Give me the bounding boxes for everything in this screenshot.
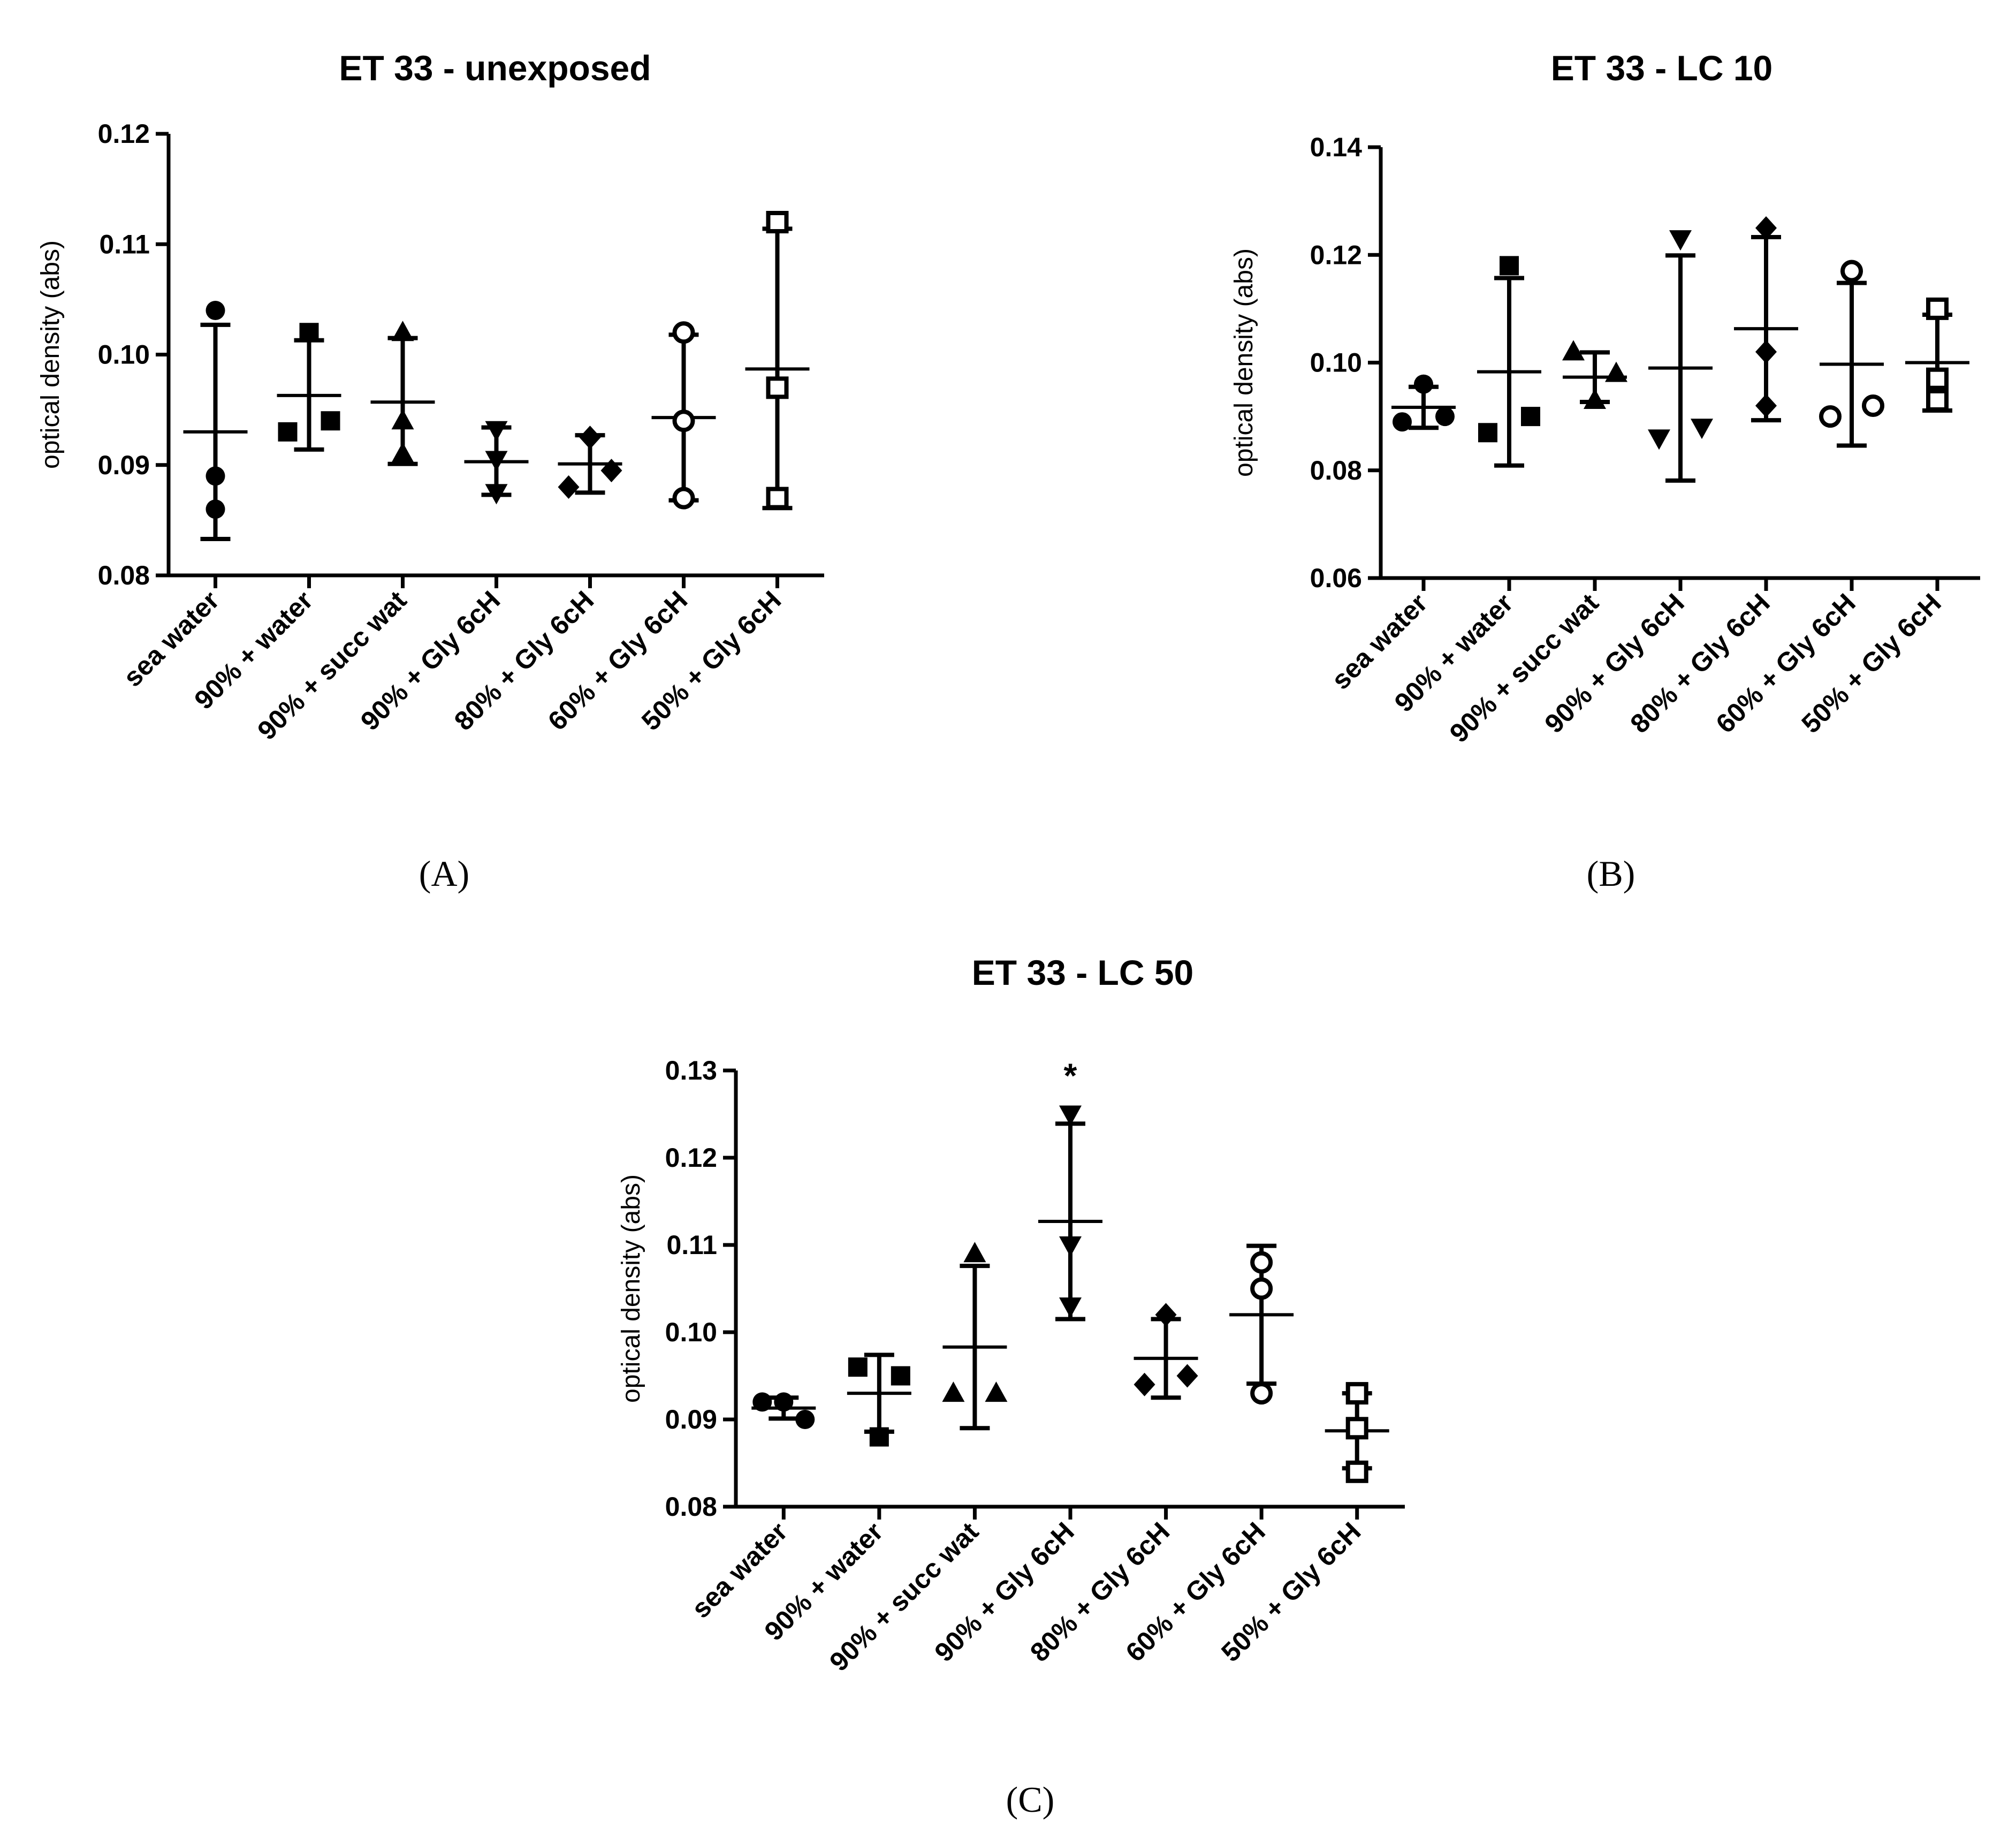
data-point [391, 409, 414, 430]
data-point [766, 211, 789, 233]
data-point [391, 321, 414, 341]
chart-panel-3: ET 33 - LC 50 0.08 0.09 0.10 0.11 0.12 0.13 opt… [617, 953, 1405, 1820]
data-point [1755, 340, 1777, 364]
chart-title: ET 33 - LC 50 [972, 953, 1193, 992]
data-point [1562, 340, 1585, 361]
data-point [1133, 1372, 1155, 1396]
chart-title: ET 33 - unexposed [339, 48, 651, 88]
y-tick-label: 0.10 [98, 340, 150, 370]
data-point [1755, 216, 1777, 240]
data-point [1155, 1303, 1177, 1327]
data-point [485, 451, 508, 472]
data-point [774, 1392, 794, 1412]
panel-label: (A) [419, 853, 469, 894]
chart-panel-1: ET 33 - unexposed 0.08 0.09 0.10 0.11 0.12 opt… [36, 48, 824, 894]
data-point [1926, 297, 1949, 320]
data-point [485, 421, 508, 442]
data-point [795, 1410, 815, 1429]
chart-title: ET 33 - LC 10 [1551, 48, 1772, 88]
data-point [1500, 256, 1519, 276]
data-point [391, 442, 414, 463]
y-tick-label: 0.10 [665, 1317, 717, 1347]
data-point [1605, 361, 1627, 382]
data-point [1862, 394, 1884, 417]
data-point [206, 466, 225, 486]
data-point [1669, 230, 1692, 251]
data-point [485, 484, 508, 505]
data-point [848, 1357, 868, 1377]
data-point [1250, 1251, 1273, 1274]
data-point [1584, 388, 1606, 409]
y-tick-label: 0.06 [1310, 563, 1362, 593]
chart-panel-2: ET 33 - LC 10 0.06 0.08 0.10 0.12 0.14 optical… [1230, 48, 1980, 894]
data-point [1393, 412, 1412, 432]
data-point [1691, 419, 1713, 439]
y-tick-label: 0.12 [665, 1143, 717, 1173]
data-point [1345, 1382, 1368, 1405]
data-point [206, 499, 225, 519]
y-tick-label: 0.08 [98, 560, 150, 590]
y-tick-label: 0.12 [1310, 240, 1362, 270]
data-point [1059, 1105, 1082, 1126]
data-point [1926, 367, 1949, 390]
data-point [1478, 423, 1497, 443]
y-tick-label: 0.12 [98, 119, 150, 149]
data-point [963, 1242, 986, 1263]
y-tick-label: 0.11 [99, 229, 150, 259]
data-point [1059, 1297, 1082, 1318]
data-point [1819, 405, 1842, 428]
data-point [1059, 1236, 1082, 1257]
data-point [1176, 1364, 1198, 1388]
data-point [752, 1392, 772, 1412]
panel-label: (B) [1587, 853, 1635, 894]
data-point [1521, 407, 1540, 427]
data-point [1345, 1460, 1368, 1483]
data-point [1926, 389, 1949, 412]
data-point [600, 459, 622, 483]
y-axis-label: optical density (abs) [36, 240, 65, 469]
data-point [1755, 394, 1777, 417]
x-tick-label: 90% + succ wat [1444, 588, 1604, 748]
data-point [891, 1366, 910, 1386]
data-point [766, 376, 789, 399]
data-point [321, 411, 340, 431]
significance-mark: * [1064, 1057, 1077, 1095]
y-tick-label: 0.11 [666, 1230, 717, 1260]
data-point [985, 1381, 1008, 1402]
data-point [672, 321, 695, 344]
data-point [278, 422, 298, 442]
data-point [1250, 1382, 1273, 1405]
y-tick-label: 0.09 [665, 1404, 717, 1434]
y-tick-label: 0.14 [1310, 132, 1363, 162]
y-tick-label: 0.09 [98, 450, 150, 480]
data-point [1345, 1417, 1368, 1440]
data-point [299, 323, 319, 343]
y-tick-label: 0.08 [1310, 455, 1362, 485]
data-point [1648, 429, 1670, 450]
data-point [942, 1381, 965, 1402]
data-point [579, 426, 601, 450]
data-point [1840, 260, 1863, 283]
panel-label: (C) [1006, 1779, 1055, 1820]
y-axis-label: optical density (abs) [1230, 248, 1258, 477]
data-point [672, 409, 695, 432]
y-tick-label: 0.08 [665, 1492, 717, 1522]
data-point [672, 487, 695, 510]
y-axis-label: optical density (abs) [617, 1174, 645, 1403]
data-point [1414, 374, 1433, 394]
data-point [1250, 1277, 1273, 1300]
data-point [558, 475, 580, 499]
data-point [206, 301, 225, 320]
y-tick-label: 0.10 [1310, 348, 1362, 378]
data-point [766, 487, 789, 510]
data-point [1435, 407, 1455, 427]
data-point [869, 1427, 889, 1447]
y-tick-label: 0.13 [665, 1055, 717, 1085]
